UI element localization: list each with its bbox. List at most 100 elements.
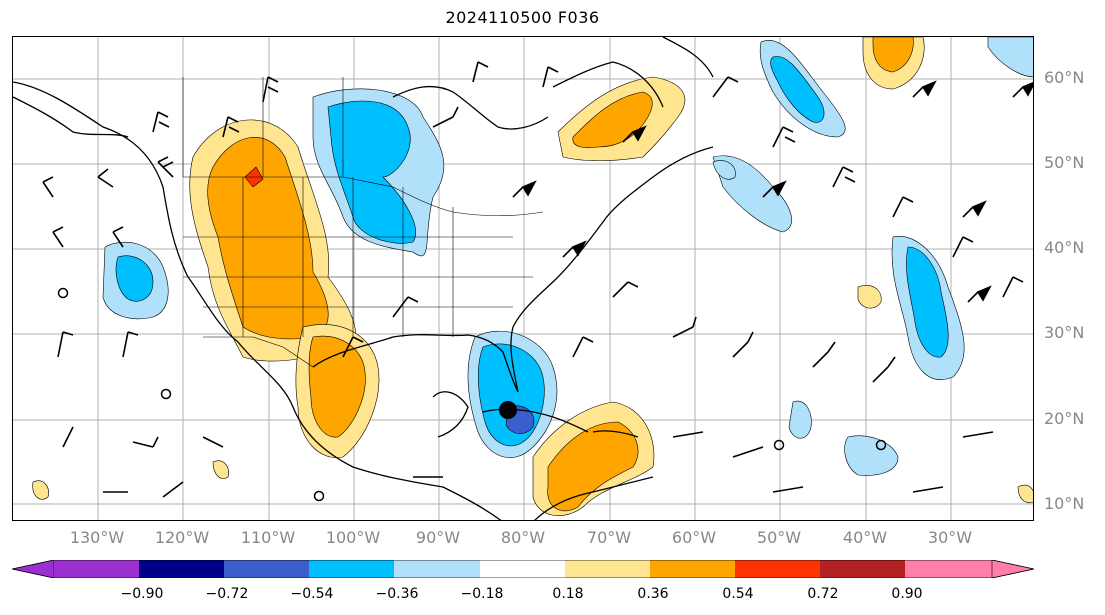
wind-barb (1002, 276, 1024, 298)
wind-barb (562, 240, 587, 258)
colorbar-segment (12, 560, 55, 578)
wind-barbs (42, 61, 1033, 498)
wind-barb (872, 356, 896, 383)
field-neg-ne-far (987, 37, 1033, 78)
coast-north-america (13, 81, 502, 520)
coast-southamerica (534, 476, 654, 520)
colorbar-tick: −0.36 (375, 586, 419, 602)
lon-label-120w: 120°W (154, 528, 210, 547)
colorbar-segment (224, 560, 309, 578)
wind-barb (732, 446, 764, 458)
coast-alaska (13, 96, 129, 138)
lon-label-90w: 90°W (415, 528, 461, 547)
lon-label-100w: 100°W (325, 528, 381, 547)
wind-barb (912, 486, 944, 493)
storm-center-marker (499, 401, 517, 419)
coast-hudson (392, 85, 549, 130)
lon-label-60w: 60°W (671, 528, 717, 547)
colorbar-segment (394, 560, 480, 578)
colorbar (12, 560, 1034, 578)
wind-barb (62, 426, 74, 448)
coast-labrador (552, 61, 664, 108)
coast-yucatan (432, 391, 469, 438)
colorbar-segment (309, 560, 394, 578)
wind-barb (952, 236, 974, 258)
wind-barb (712, 76, 739, 98)
lon-label-130w: 130°W (69, 528, 125, 547)
map-title: 2024110500 F036 (445, 8, 600, 27)
field-neg-small-1 (788, 400, 812, 439)
calm-wind-marker (313, 490, 325, 502)
wind-barb (762, 180, 787, 198)
wind-barb (812, 341, 836, 368)
lat-label-60: 60°N (1044, 68, 1085, 87)
calm-wind-marker (57, 287, 69, 299)
graticule (13, 37, 1033, 520)
wind-barb (672, 316, 697, 338)
colorbar-segment (991, 560, 1034, 578)
wind-barb (52, 226, 64, 248)
field-neg-westcoast-core (115, 255, 154, 302)
wind-barb (57, 331, 74, 358)
field-pos-small-1 (857, 285, 882, 309)
colorbar-tick: 0.72 (807, 586, 839, 602)
wind-barb (512, 180, 537, 198)
wind-barb (132, 436, 159, 448)
border-us-mexico (203, 336, 314, 368)
wind-barb (392, 296, 419, 318)
field-pos-small-4 (212, 460, 229, 479)
wind-barb (967, 285, 992, 303)
colorbar-segment (905, 560, 992, 578)
field-neg-atlantic-ne-core (770, 56, 825, 123)
colorbar-segment (54, 560, 139, 578)
colorbar-tick: −0.54 (290, 586, 334, 602)
colorbar-tick: −0.72 (205, 586, 249, 602)
field-pos-small-2 (32, 480, 49, 500)
calm-wind-marker (160, 388, 172, 400)
colorbar-tick: 0.36 (637, 586, 669, 602)
wind-barb (152, 111, 170, 133)
colorbar-segment (480, 560, 565, 578)
field-neg-mid-atl (844, 435, 899, 476)
colorbar-tick: 0.90 (891, 586, 923, 602)
lon-label-70w: 70°W (586, 528, 632, 547)
wind-barb (472, 61, 489, 83)
wind-barb (962, 431, 994, 438)
wind-barb (222, 116, 240, 138)
lon-label-40w: 40°W (842, 528, 888, 547)
wind-barb (772, 126, 796, 148)
wind-barb (832, 166, 856, 188)
wind-barb (772, 486, 804, 493)
wind-barb (122, 331, 139, 358)
wind-barb (672, 431, 704, 438)
lat-label-30: 30°N (1044, 323, 1085, 342)
calm-wind-marker (773, 439, 785, 451)
lon-label-80w: 80°W (500, 528, 546, 547)
field-neg-east-core (906, 246, 949, 358)
wind-barb (892, 196, 914, 218)
colorbar-segment (565, 560, 650, 578)
calm-wind-marker (875, 439, 887, 451)
wind-barb (162, 481, 184, 498)
colorbar-tick: −0.18 (460, 586, 504, 602)
lat-label-40: 40°N (1044, 238, 1085, 257)
coastlines (13, 37, 714, 520)
map-panel[interactable] (12, 36, 1034, 521)
wind-barb (97, 168, 114, 188)
wind-barb (1012, 81, 1033, 98)
wind-barb (912, 80, 937, 98)
wind-barb (112, 226, 124, 248)
wind-barb (732, 331, 754, 358)
lat-label-50: 50°N (1044, 153, 1085, 172)
colorbar-tick: 0.54 (722, 586, 754, 602)
coast-gulf (312, 334, 519, 393)
map-canvas (13, 37, 1033, 520)
wind-barb (612, 281, 639, 298)
wind-barb (157, 156, 174, 178)
calm-wind-circles (57, 287, 887, 502)
coast-hispaniola (592, 430, 639, 438)
colorbar-tick: −0.90 (120, 586, 164, 602)
field-pos-small-3 (1017, 484, 1033, 504)
wind-barb (342, 336, 364, 358)
field-pos-ne-corner-core (872, 37, 914, 73)
